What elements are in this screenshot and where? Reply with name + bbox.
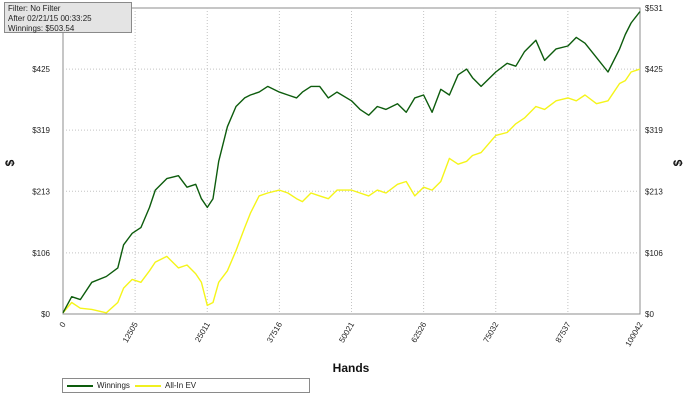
grid-lines [63,8,640,314]
x-tick-label: 100042 [624,320,645,348]
y-axis-left: $0$106$213$319$425$531 [32,4,50,319]
y-tick-label-left: $213 [32,187,50,196]
y-tick-label-left: $319 [32,126,50,135]
legend-item-winnings: Winnings [67,381,130,390]
x-tick-label: 0 [58,320,68,329]
y-axis-title-right: $ [671,159,685,166]
x-axis-title: Hands [333,361,370,375]
filter-text: Filter: No Filter [8,4,61,13]
legend-swatch-winnings [67,384,93,387]
y-tick-label-right: $106 [645,249,663,258]
x-tick-label: 75032 [482,320,501,344]
x-tick-label: 50021 [337,320,356,344]
filter-info-box: Filter: No Filter After 02/21/15 00:33:2… [4,2,132,33]
date-filter-text: After 02/21/15 00:33:25 [8,14,92,23]
x-tick-label: 12505 [121,320,140,344]
series-group [62,11,641,314]
series-line-allin-ev [62,68,641,314]
y-axis-title-left: $ [3,159,17,166]
legend-label-winnings: Winnings [97,381,130,390]
y-tick-label-right: $0 [645,310,654,319]
y-axis-right: $0 $106 $213 $319 $425 $531 [645,4,663,319]
winnings-text: Winnings: $503.54 [8,24,75,33]
x-tick-label: 62526 [409,320,428,344]
y-tick-label-right: $425 [645,65,663,74]
y-tick-label-left: $425 [32,65,50,74]
x-axis: 0 12505 25011 37516 50021 62526 75032 87537 1000… [58,320,645,348]
y-tick-label-left: $106 [32,249,50,258]
y-tick-label-right: $531 [645,4,663,13]
y-tick-label-right: $213 [645,187,663,196]
legend-item-allin-ev: All-In EV [135,381,196,390]
series-line-winnings [62,11,641,314]
x-tick-label: 25011 [193,320,212,344]
legend-label-allin-ev: All-In EV [165,381,197,390]
legend-swatch-allin-ev [135,384,161,387]
x-tick-label: 87537 [554,320,573,344]
y-tick-label-right: $319 [645,126,663,135]
legend: Winnings All-In EV [62,378,310,393]
x-tick-label: 37516 [265,320,284,344]
y-tick-label-left: $0 [41,310,50,319]
